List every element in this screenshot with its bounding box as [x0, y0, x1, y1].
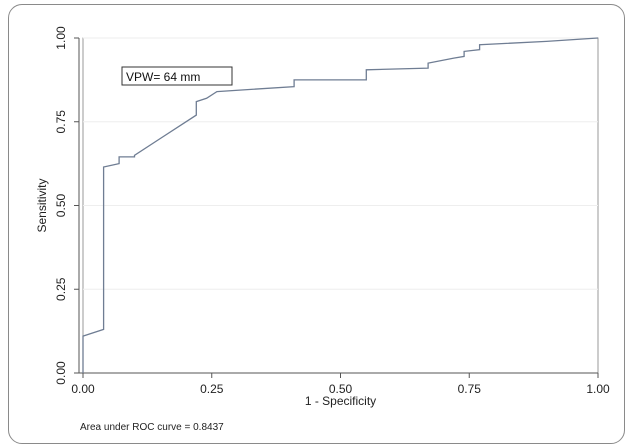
axes: 0.00 0.25 0.50 0.75 1.00 0.00 0.25 0.50 0.75 1.00 — [54, 26, 610, 396]
y-tick-label: 1.00 — [54, 26, 68, 50]
series — [82, 37, 599, 373]
x-tick-label: 0.75 — [458, 382, 482, 396]
y-tick-label: 0.75 — [54, 110, 68, 134]
y-tick-label: 0.00 — [54, 361, 68, 385]
x-tick-label: 0.00 — [71, 382, 95, 396]
annotation-box: VPW= 64 mm — [121, 66, 233, 86]
y-tick-label: 0.25 — [54, 277, 68, 301]
x-axis-title: 1 - Specificity — [305, 394, 376, 408]
annotation-label: VPW= 64 mm — [126, 70, 200, 84]
auc-note: Area under ROC curve = 0.8437 — [80, 422, 224, 433]
y-axis-title: Sensitivity — [35, 178, 49, 232]
x-tick-label: 0.50 — [329, 382, 353, 396]
x-tick-label: 0.25 — [200, 382, 224, 396]
roc-curve-line — [82, 37, 599, 373]
roc-chart: 0.00 0.25 0.50 0.75 1.00 0.00 0.25 0.50 0.75 1.00… — [35, 26, 610, 433]
y-tick-label: 0.50 — [54, 193, 68, 217]
x-tick-label: 1.00 — [586, 382, 610, 396]
